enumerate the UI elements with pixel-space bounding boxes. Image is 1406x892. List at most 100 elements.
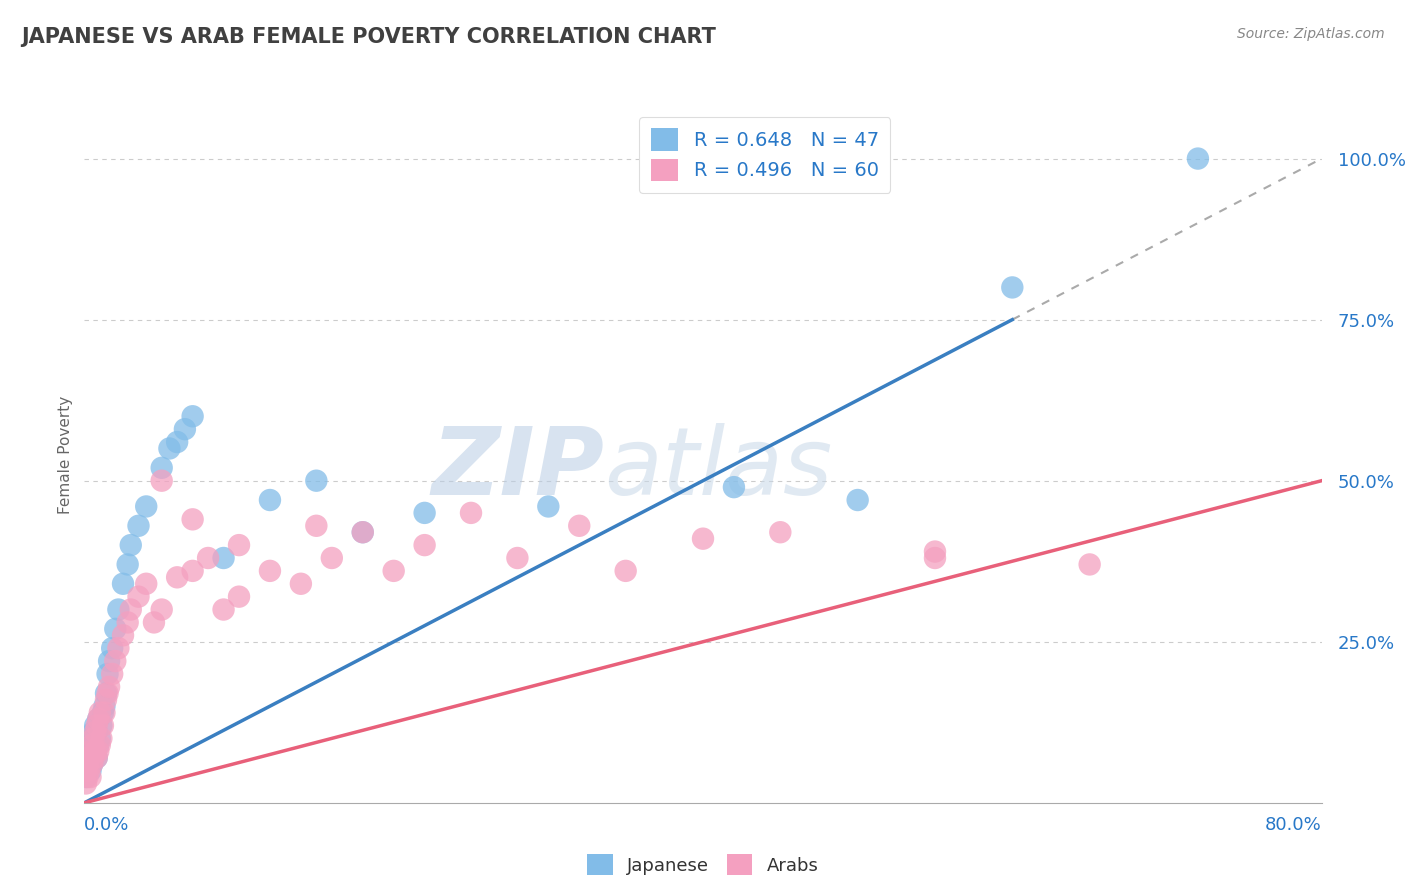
Point xyxy=(228,590,250,604)
Point xyxy=(924,544,946,558)
Point xyxy=(413,506,436,520)
Point xyxy=(228,538,250,552)
Point xyxy=(83,725,105,739)
Point xyxy=(506,551,529,566)
Point xyxy=(75,764,97,778)
Point xyxy=(290,576,312,591)
Point xyxy=(112,628,135,642)
Point xyxy=(112,576,135,591)
Point xyxy=(197,551,219,566)
Point xyxy=(76,757,98,772)
Point xyxy=(96,667,118,681)
Point xyxy=(84,744,107,758)
Point xyxy=(1187,152,1209,166)
Point xyxy=(101,667,124,681)
Point xyxy=(568,518,591,533)
Point xyxy=(87,712,110,726)
Point xyxy=(135,576,157,591)
Point xyxy=(96,686,118,700)
Point xyxy=(89,738,111,752)
Point xyxy=(86,750,108,764)
Point xyxy=(79,738,101,752)
Point xyxy=(150,602,173,616)
Point xyxy=(382,564,405,578)
Point xyxy=(83,750,105,764)
Point xyxy=(91,718,114,732)
Point xyxy=(614,564,637,578)
Point xyxy=(93,699,115,714)
Point xyxy=(166,435,188,450)
Text: 80.0%: 80.0% xyxy=(1265,816,1322,834)
Point xyxy=(117,558,139,572)
Point xyxy=(84,725,107,739)
Point xyxy=(174,422,197,436)
Y-axis label: Female Poverty: Female Poverty xyxy=(58,396,73,514)
Point xyxy=(1001,280,1024,294)
Text: 0.0%: 0.0% xyxy=(84,816,129,834)
Point xyxy=(120,602,142,616)
Point xyxy=(83,731,105,746)
Point xyxy=(127,518,149,533)
Point xyxy=(181,512,204,526)
Point xyxy=(159,442,180,456)
Point xyxy=(150,460,173,475)
Point xyxy=(413,538,436,552)
Point xyxy=(84,744,107,758)
Point xyxy=(259,493,281,508)
Point xyxy=(212,602,235,616)
Point xyxy=(212,551,235,566)
Point xyxy=(924,551,946,566)
Text: JAPANESE VS ARAB FEMALE POVERTY CORRELATION CHART: JAPANESE VS ARAB FEMALE POVERTY CORRELAT… xyxy=(21,27,716,46)
Point xyxy=(143,615,166,630)
Point xyxy=(84,718,107,732)
Point xyxy=(79,770,101,784)
Point xyxy=(117,615,139,630)
Point xyxy=(82,731,104,746)
Point xyxy=(537,500,560,514)
Point xyxy=(77,750,100,764)
Point xyxy=(77,764,100,778)
Point xyxy=(76,750,98,764)
Point xyxy=(86,750,108,764)
Point xyxy=(723,480,745,494)
Point xyxy=(769,525,792,540)
Point xyxy=(75,776,97,790)
Point xyxy=(98,680,121,694)
Point xyxy=(82,757,104,772)
Point xyxy=(79,744,101,758)
Point xyxy=(107,602,129,616)
Point xyxy=(305,518,328,533)
Point xyxy=(352,525,374,540)
Point xyxy=(87,712,110,726)
Text: atlas: atlas xyxy=(605,424,832,515)
Point xyxy=(305,474,328,488)
Point xyxy=(77,757,100,772)
Point xyxy=(86,725,108,739)
Point xyxy=(1078,558,1101,572)
Point xyxy=(460,506,482,520)
Point xyxy=(692,532,714,546)
Point xyxy=(98,654,121,668)
Point xyxy=(94,692,117,706)
Point xyxy=(127,590,149,604)
Point xyxy=(91,706,114,720)
Point xyxy=(87,738,110,752)
Point xyxy=(135,500,157,514)
Point xyxy=(166,570,188,584)
Point xyxy=(90,731,112,746)
Point xyxy=(76,770,98,784)
Point xyxy=(90,718,112,732)
Point xyxy=(259,564,281,578)
Point xyxy=(150,474,173,488)
Point xyxy=(93,706,115,720)
Point xyxy=(87,744,110,758)
Point xyxy=(104,622,127,636)
Point xyxy=(86,718,108,732)
Point xyxy=(321,551,343,566)
Point xyxy=(82,738,104,752)
Point xyxy=(83,750,105,764)
Point xyxy=(107,641,129,656)
Legend: Japanese, Arabs: Japanese, Arabs xyxy=(578,846,828,884)
Point xyxy=(76,764,98,778)
Point xyxy=(104,654,127,668)
